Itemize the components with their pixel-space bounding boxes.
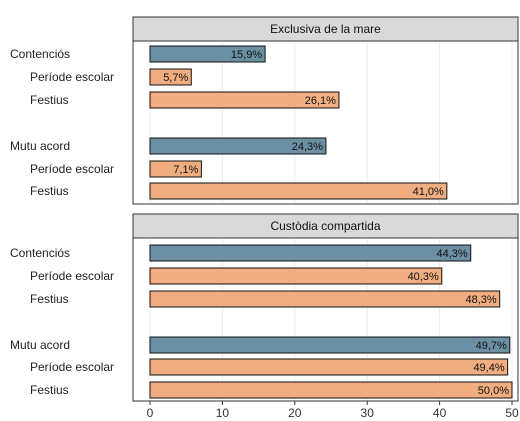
bar [149,290,501,308]
bar [149,160,202,178]
x-tick-label: 40 [433,406,447,420]
subcategory-label: Festius [30,383,69,397]
subcategory-label: Període escolar [30,360,114,374]
data-label: 40,3% [408,271,439,283]
group-label: Contenciós [10,246,70,260]
data-label: 15,9% [231,49,262,61]
group-label: Mutu acord [10,338,70,352]
subcategory-label: Festius [30,292,69,306]
x-tick-label: 30 [361,406,375,420]
data-label: 41,0% [413,186,444,198]
data-label: 24,3% [292,141,323,153]
group-label: Mutu acord [10,139,70,153]
bar [149,91,340,109]
group-label: Contenciós [10,47,70,61]
bar [149,267,443,285]
panel-title: Custòdia compartida [270,219,380,233]
x-tick-label: 20 [288,406,302,420]
panel-strip [132,16,519,42]
data-label: 44,3% [437,248,468,260]
x-tick-label: 10 [216,406,230,420]
data-label: 49,4% [473,362,504,374]
x-tick-label: 50 [505,406,519,420]
bar [149,336,511,354]
data-label: 7,1% [173,164,198,176]
panel-title: Exclusiva de la mare [270,22,381,36]
bar [149,45,266,63]
subcategory-label: Festius [30,184,69,198]
data-label: 48,3% [465,294,496,306]
bar [149,68,192,86]
data-label: 49,7% [476,340,507,352]
data-label: 50,0% [478,385,509,397]
subcategory-label: Festius [30,93,69,107]
panel-strip [132,213,519,239]
data-label: 5,7% [163,72,188,84]
bar [149,381,513,399]
subcategory-label: Període escolar [30,70,114,84]
bar [149,358,509,376]
data-label: 26,1% [305,95,336,107]
bar [149,244,472,262]
panel-frame [132,237,519,402]
subcategory-label: Període escolar [30,162,114,176]
panel-frame [132,40,519,205]
x-tick-label: 0 [147,406,154,420]
bar [149,137,327,155]
bar [149,182,448,200]
subcategory-label: Període escolar [30,269,114,283]
